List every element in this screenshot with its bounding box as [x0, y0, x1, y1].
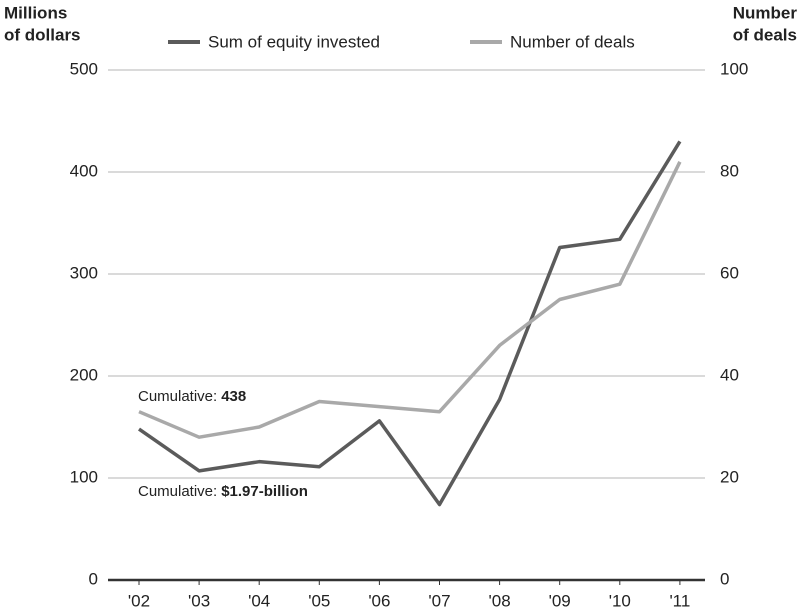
y-tick-label: 400 [70, 161, 98, 180]
y2-tick-label: 80 [720, 161, 739, 180]
y2-axis-title: of deals [733, 25, 797, 44]
annotation-value: $1.97-billion [221, 483, 308, 500]
x-tick-label: '05 [308, 591, 330, 610]
x-tick-label: '07 [428, 591, 450, 610]
annotation-label: Cumulative: [138, 483, 217, 500]
x-tick-label: '04 [248, 591, 270, 610]
y2-tick-label: 0 [720, 569, 729, 588]
y-tick-label: 300 [70, 263, 98, 282]
y2-axis-title: Number [733, 3, 798, 22]
x-tick-label: '02 [128, 591, 150, 610]
y-axis-title: Millions [4, 3, 67, 22]
x-tick-label: '08 [489, 591, 511, 610]
y-tick-label: 100 [70, 467, 98, 486]
x-tick-label: '03 [188, 591, 210, 610]
y2-tick-label: 100 [720, 59, 748, 78]
x-tick-label: '10 [609, 591, 631, 610]
x-tick-label: '11 [669, 591, 690, 610]
y-axis-title: of dollars [4, 25, 81, 44]
legend-label: Number of deals [510, 32, 635, 51]
annotation: Cumulative: 438 [138, 388, 246, 405]
y-tick-label: 500 [70, 59, 98, 78]
annotation: Cumulative: $1.97-billion [138, 483, 308, 500]
y2-tick-label: 20 [720, 467, 739, 486]
series-line [138, 161, 682, 439]
legend-label: Sum of equity invested [208, 32, 380, 51]
y-tick-label: 200 [70, 365, 98, 384]
y-tick-label: 0 [89, 569, 98, 588]
x-tick-label: '09 [549, 591, 571, 610]
annotation-value: 438 [221, 388, 246, 405]
x-tick-label: '06 [368, 591, 390, 610]
annotation-label: Cumulative: [138, 388, 217, 405]
y2-tick-label: 40 [720, 365, 739, 384]
y2-tick-label: 60 [720, 263, 739, 282]
series-line [138, 140, 682, 507]
